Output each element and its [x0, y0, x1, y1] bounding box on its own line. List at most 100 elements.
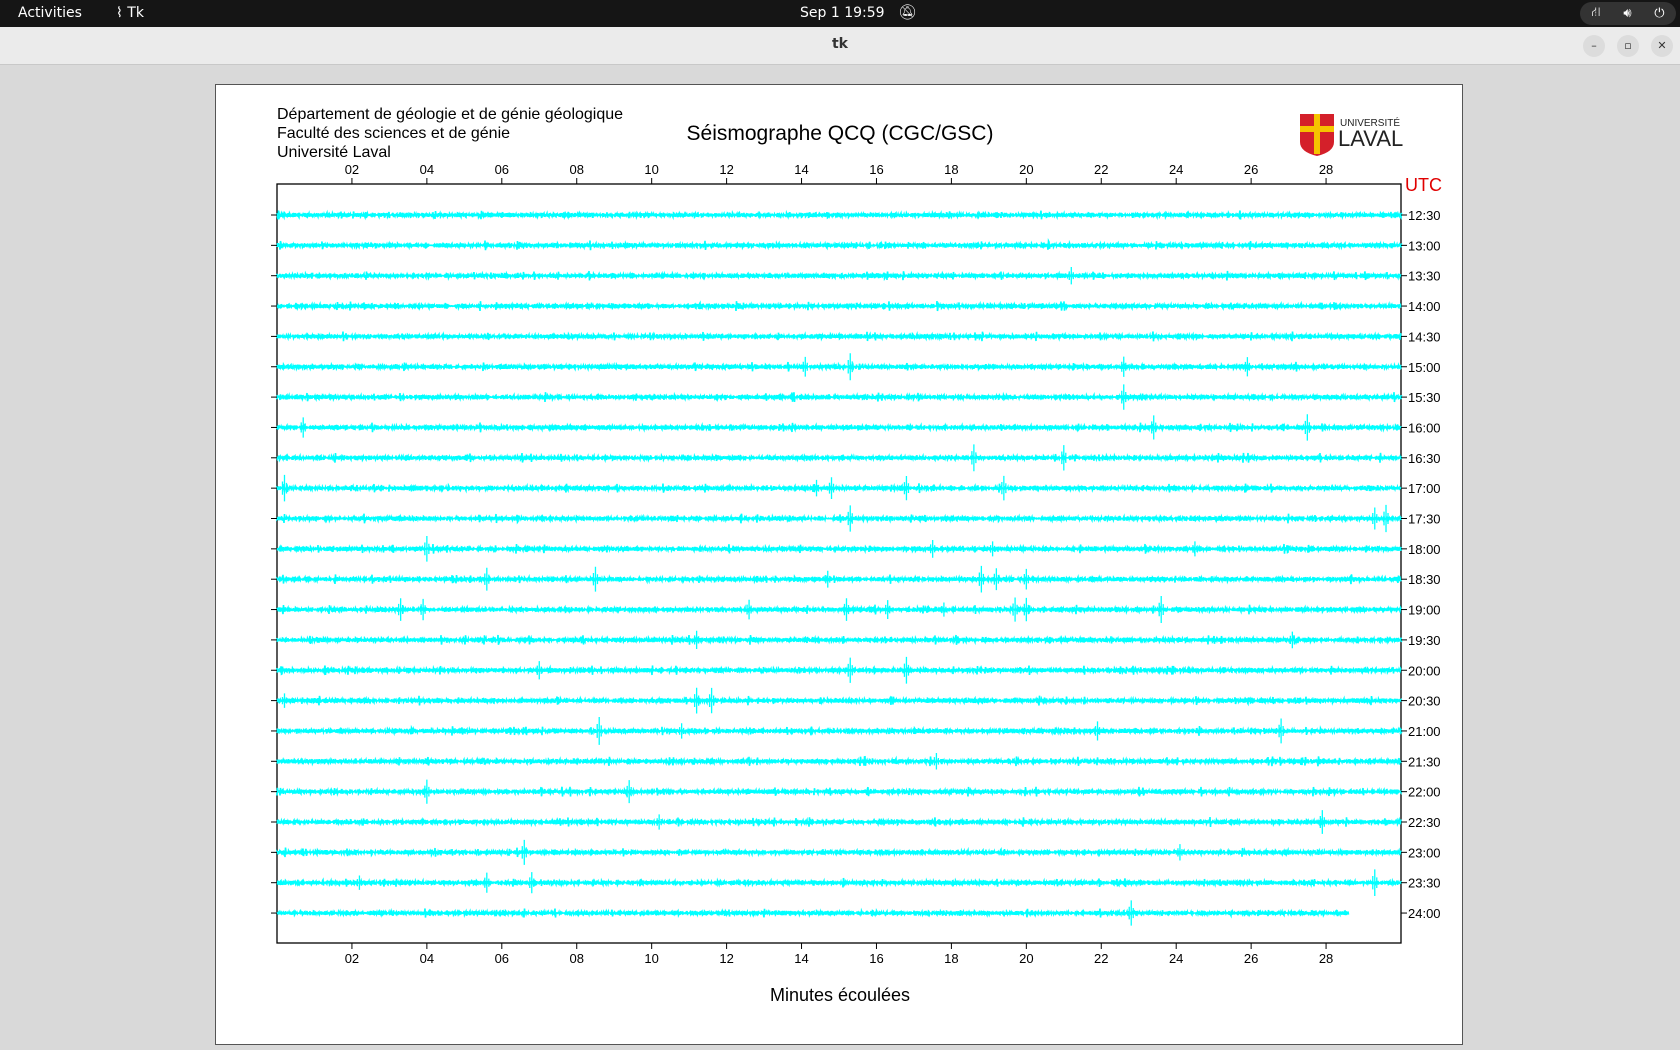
seismic-event-spike: [746, 599, 752, 620]
x-tick-label-top: 28: [1319, 162, 1333, 177]
seismic-trace: [276, 482, 1402, 494]
seismic-event-spike: [1121, 384, 1127, 410]
x-tick-label-bottom: 28: [1319, 951, 1333, 966]
seismic-event-spike: [1023, 568, 1029, 590]
activities-button[interactable]: Activities: [18, 5, 82, 21]
seismic-event-spike: [536, 661, 542, 680]
row-time-label: 19:30: [1408, 633, 1441, 648]
power-icon: ⏻: [1654, 6, 1665, 21]
seismic-event-spike: [847, 505, 853, 532]
x-tick-label-top: 02: [345, 162, 359, 177]
seismic-event-spike: [592, 566, 599, 592]
seismic-trace: [276, 391, 1403, 403]
row-time-label: 22:00: [1408, 785, 1441, 800]
seismic-event-spike: [300, 417, 306, 438]
x-tick-label-bottom: 20: [1019, 951, 1033, 966]
x-tick-label-bottom: 16: [869, 951, 883, 966]
clock[interactable]: Sep 1 19:59: [800, 5, 885, 21]
x-tick-label-top: 20: [1019, 162, 1033, 177]
row-time-label: 16:00: [1408, 420, 1441, 435]
seismic-event-spike: [484, 872, 490, 893]
x-tick-label-top: 24: [1169, 162, 1183, 177]
row-time-label: 21:00: [1408, 724, 1441, 739]
seismic-event-spike: [397, 598, 404, 621]
seismic-trace: [276, 422, 1403, 433]
seismic-event-spike: [356, 875, 363, 890]
row-time-label: 18:30: [1408, 572, 1441, 587]
x-tick-label-top: 16: [869, 162, 883, 177]
chart-title: Séismographe QCQ (CGC/GSC): [686, 122, 994, 145]
seismic-event-spike: [1319, 810, 1325, 834]
window-title: tk: [831, 36, 848, 52]
seismic-trace: [276, 634, 1403, 646]
seismic-trace: [276, 573, 1403, 585]
row-time-label: 19:00: [1408, 603, 1441, 618]
seismic-trace: [276, 816, 1403, 828]
x-tick-label-top: 10: [644, 162, 658, 177]
system-menu[interactable]: ⛙ 🔊︎ ⏻: [1580, 2, 1676, 25]
svg-text:LAVAL: LAVAL: [1338, 126, 1403, 151]
x-tick-label-bottom: 08: [569, 951, 583, 966]
seismic-event-spike: [484, 567, 490, 591]
seismic-trace: [276, 209, 1403, 221]
notifications-off-icon: 🔕︎: [898, 3, 918, 21]
row-time-label: 17:00: [1408, 481, 1441, 496]
seismic-event-spike: [521, 839, 527, 865]
seismic-trace: [276, 724, 1403, 737]
seismic-event-spike: [885, 600, 891, 619]
row-time-label: 12:30: [1408, 208, 1441, 223]
x-tick-label-bottom: 06: [495, 951, 509, 966]
seismic-trace: [276, 513, 1403, 525]
university-laval-logo: UNIVERSITÉ LAVAL: [1300, 114, 1403, 156]
x-tick-label-top: 26: [1244, 162, 1258, 177]
row-time-label: 16:30: [1408, 451, 1441, 466]
seismic-trace: [276, 846, 1402, 858]
system-top-bar: Activities ⌇ Tk Sep 1 19:59 🔕︎ ⛙ 🔊︎ ⏻: [0, 0, 1680, 27]
x-tick-label-bottom: 26: [1244, 951, 1258, 966]
seismic-event-spike: [1372, 869, 1378, 897]
row-time-label: 13:00: [1408, 238, 1441, 253]
seismic-event-spike: [656, 814, 662, 830]
seismic-trace: [276, 695, 1403, 707]
x-tick-label-bottom: 02: [345, 951, 359, 966]
seismic-trace: [276, 331, 1402, 342]
maximize-button[interactable]: ▫: [1617, 35, 1639, 57]
x-tick-label-top: 14: [794, 162, 808, 177]
seismic-event-spike: [1151, 415, 1157, 440]
x-tick-label-bottom: 10: [644, 951, 658, 966]
x-tick-label-bottom: 24: [1169, 951, 1183, 966]
seismic-trace: [276, 361, 1403, 373]
seismic-event-spike: [1012, 597, 1018, 622]
seismic-event-spike: [420, 598, 426, 621]
close-button[interactable]: ✕: [1651, 35, 1673, 57]
seismic-event-spike: [281, 474, 288, 502]
row-time-label: 21:30: [1408, 754, 1441, 769]
x-tick-label-top: 18: [944, 162, 958, 177]
volume-icon: 🔊︎: [1623, 6, 1632, 21]
app-name: Tk: [127, 5, 144, 21]
minimize-button[interactable]: –: [1583, 35, 1605, 57]
app-menu[interactable]: ⌇ Tk: [116, 5, 144, 21]
seismic-trace: [276, 907, 1350, 919]
seismic-event-spike: [930, 539, 936, 558]
x-tick-label-top: 22: [1094, 162, 1108, 177]
svg-text:UNIVERSITÉ: UNIVERSITÉ: [1340, 116, 1400, 129]
x-tick-label-bottom: 04: [420, 951, 434, 966]
x-tick-label-bottom: 22: [1094, 951, 1108, 966]
seismic-event-spike: [626, 780, 632, 804]
seismic-event-spike: [281, 693, 288, 708]
x-tick-label-top: 04: [420, 162, 434, 177]
seismic-event-spike: [1383, 504, 1389, 533]
seismic-event-spike: [424, 779, 430, 804]
seismic-event-spike: [1158, 596, 1164, 624]
seismograph-app-icon: ⌇: [116, 5, 128, 21]
seismic-event-spike: [1289, 631, 1295, 649]
x-tick-label-bottom: 14: [794, 951, 808, 966]
seismic-event-spike: [1094, 721, 1101, 741]
row-time-label: 20:30: [1408, 694, 1441, 709]
x-tick-label-bottom: 18: [944, 951, 958, 966]
row-time-label: 14:30: [1408, 329, 1441, 344]
seismic-trace: [276, 877, 1403, 889]
window-titlebar: tk – ▫ ✕: [0, 27, 1680, 65]
row-time-label: 17:30: [1408, 512, 1441, 527]
